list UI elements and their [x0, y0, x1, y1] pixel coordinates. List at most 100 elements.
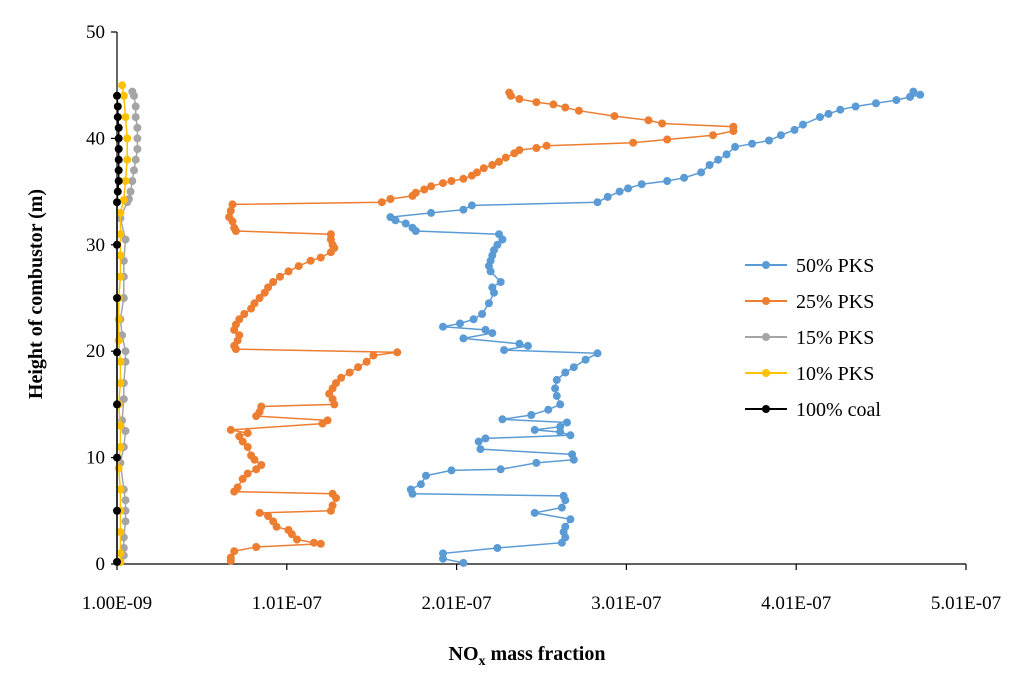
legend: 50% PKS 25% PKS 15% PKS 10% PKS 100% coal — [745, 255, 881, 421]
data-point-25pct-pks — [252, 543, 261, 551]
data-point-15pct-pks — [133, 123, 142, 132]
data-point-25pct-pks — [310, 538, 318, 547]
data-point-25pct-pks — [369, 351, 378, 360]
data-point-50pct-pks — [439, 322, 447, 331]
data-point-25pct-pks — [549, 100, 558, 109]
data-point-25pct-pks — [610, 112, 619, 121]
data-point-25pct-pks — [250, 299, 259, 308]
series-layer — [113, 81, 925, 567]
data-point-10pct-pks — [119, 196, 128, 205]
data-point-50pct-pks — [836, 105, 845, 114]
data-point-50pct-pks — [790, 125, 799, 134]
data-point-50pct-pks — [476, 445, 485, 454]
y-axis-title: Height of combustor (m) — [25, 189, 47, 399]
data-point-25pct-pks — [328, 501, 337, 510]
legend-label: 15% PKS — [796, 327, 874, 349]
y-tick-label: 40 — [86, 128, 105, 149]
data-point-15pct-pks — [131, 113, 140, 122]
data-point-50pct-pks — [824, 109, 833, 118]
data-point-50pct-pks — [748, 139, 757, 148]
data-point-50pct-pks — [456, 319, 464, 328]
data-point-10pct-pks — [121, 113, 130, 122]
x-axis-title: NOx mass fraction — [449, 643, 606, 669]
data-point-100pct-coal — [113, 400, 121, 409]
data-point-100pct-coal — [113, 453, 121, 462]
y-tick-label: 0 — [96, 554, 106, 575]
data-point-50pct-pks — [851, 102, 860, 111]
data-point-15pct-pks — [121, 235, 130, 244]
data-point-10pct-pks — [116, 485, 125, 494]
data-point-15pct-pks — [131, 155, 140, 164]
legend-item-10pct-pks: 10% PKS — [745, 363, 874, 385]
data-point-50pct-pks — [872, 99, 880, 108]
data-point-50pct-pks — [496, 278, 505, 286]
data-point-10pct-pks — [116, 272, 125, 281]
legend-label: 10% PKS — [796, 363, 874, 385]
data-point-100pct-coal — [114, 123, 123, 132]
data-point-50pct-pks — [439, 549, 447, 558]
data-point-10pct-pks — [116, 230, 125, 239]
data-point-25pct-pks — [243, 429, 252, 438]
data-point-50pct-pks — [488, 329, 497, 338]
data-point-25pct-pks — [393, 348, 402, 357]
data-point-100pct-coal — [114, 155, 123, 164]
data-point-25pct-pks — [269, 278, 278, 286]
data-point-25pct-pks — [501, 153, 510, 162]
data-point-25pct-pks — [240, 310, 249, 318]
data-point-50pct-pks — [714, 155, 723, 164]
data-point-25pct-pks — [328, 489, 337, 498]
data-point-50pct-pks — [624, 184, 633, 193]
data-point-50pct-pks — [722, 150, 731, 159]
data-point-15pct-pks — [133, 134, 142, 143]
x-tick-label: 1.00E-09 — [82, 593, 152, 614]
x-tick-label: 1.01E-07 — [252, 593, 322, 614]
data-point-25pct-pks — [316, 539, 325, 548]
data-point-25pct-pks — [479, 164, 488, 173]
data-point-25pct-pks — [276, 272, 284, 281]
x-axis-title-main: NO — [449, 643, 479, 665]
data-point-25pct-pks — [284, 526, 293, 534]
data-point-100pct-coal — [113, 240, 121, 249]
series-50pct-pks — [386, 87, 925, 567]
data-point-25pct-pks — [561, 103, 570, 112]
y-tick-label: 10 — [86, 448, 105, 469]
data-point-50pct-pks — [615, 187, 624, 196]
y-tick-label: 30 — [86, 235, 105, 256]
data-point-50pct-pks — [495, 230, 503, 239]
x-axis-title-subscript: x — [479, 654, 486, 669]
legend-swatch-marker — [762, 261, 770, 269]
data-point-100pct-coal — [113, 91, 121, 100]
data-point-25pct-pks — [332, 379, 340, 388]
data-point-50pct-pks — [406, 485, 415, 494]
x-tick-label: 2.01E-07 — [422, 593, 492, 614]
data-point-10pct-pks — [116, 443, 125, 451]
data-point-25pct-pks — [439, 179, 447, 188]
data-point-25pct-pks — [257, 461, 266, 469]
data-point-50pct-pks — [422, 471, 430, 480]
data-point-50pct-pks — [559, 491, 568, 500]
legend-item-25pct-pks: 25% PKS — [745, 291, 874, 313]
data-point-10pct-pks — [123, 134, 132, 143]
data-point-100pct-coal — [113, 294, 121, 302]
data-point-25pct-pks — [532, 98, 541, 107]
data-point-50pct-pks — [527, 411, 536, 419]
data-point-25pct-pks — [542, 141, 551, 150]
data-point-25pct-pks — [323, 416, 332, 425]
data-point-15pct-pks — [131, 102, 140, 111]
data-point-50pct-pks — [556, 400, 565, 409]
data-point-50pct-pks — [498, 415, 507, 424]
data-point-25pct-pks — [284, 267, 293, 276]
data-point-25pct-pks — [235, 432, 244, 441]
data-point-25pct-pks — [235, 331, 244, 340]
data-point-50pct-pks — [459, 558, 468, 567]
data-point-25pct-pks — [532, 144, 541, 152]
data-point-50pct-pks — [459, 334, 468, 343]
data-point-10pct-pks — [118, 81, 127, 90]
data-point-100pct-coal — [113, 102, 122, 111]
data-point-25pct-pks — [459, 174, 468, 183]
data-point-50pct-pks — [776, 131, 785, 140]
data-point-25pct-pks — [515, 95, 524, 103]
data-point-50pct-pks — [799, 120, 807, 129]
data-point-50pct-pks — [530, 508, 539, 517]
